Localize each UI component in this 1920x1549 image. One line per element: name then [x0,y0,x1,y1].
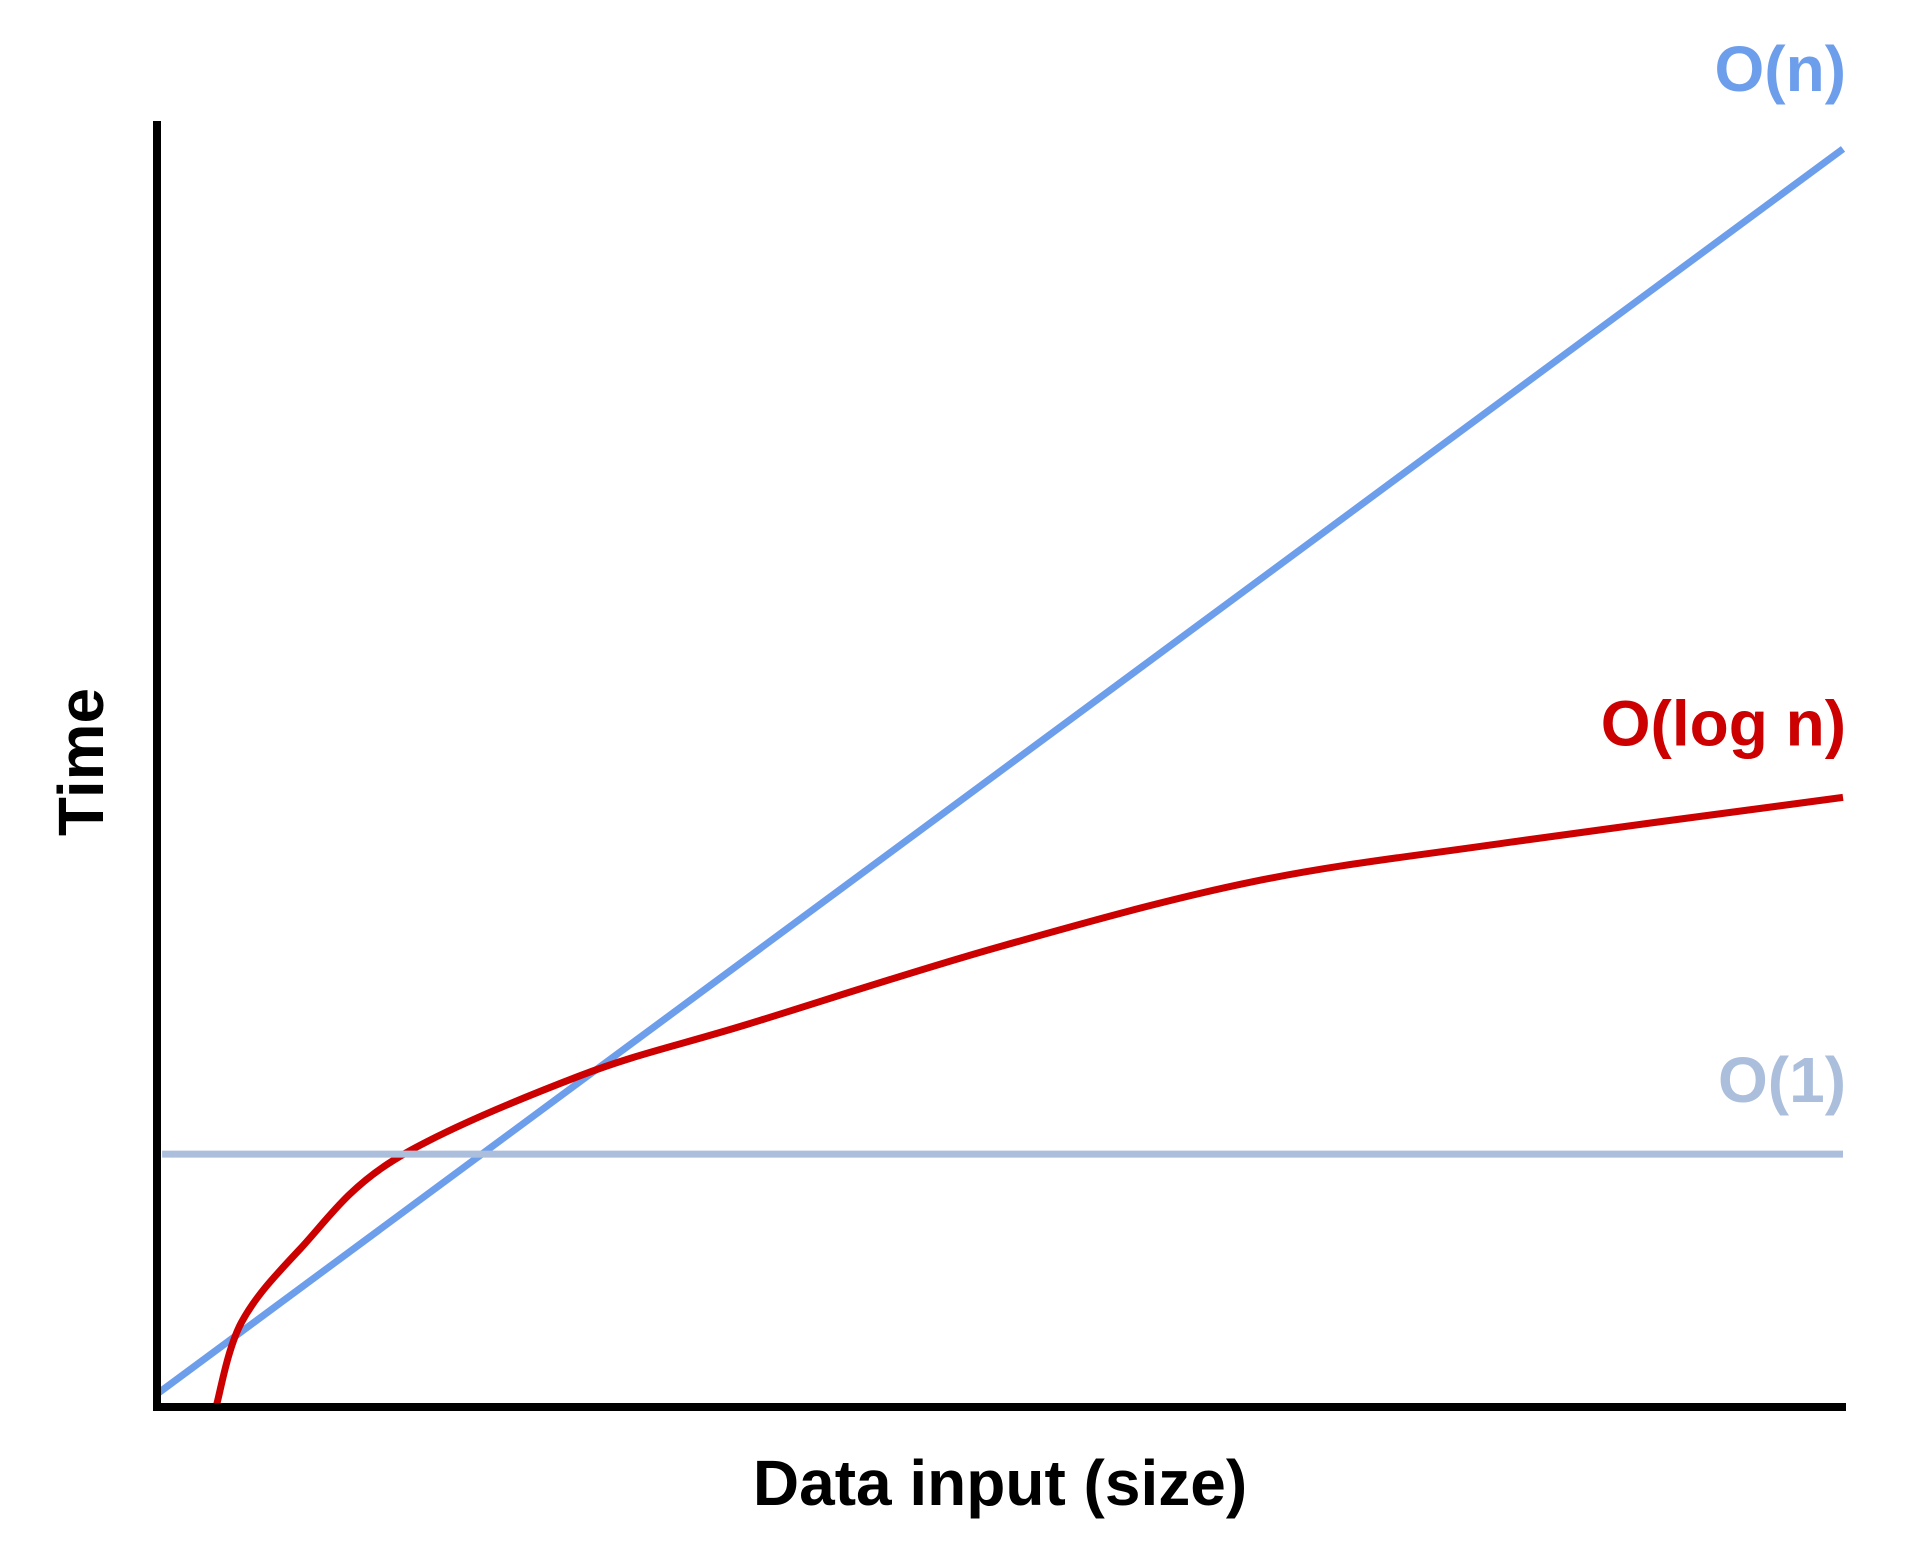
series-label-o-log-n: O(log n) [1601,687,1846,759]
series-label-o-n: O(n) [1715,33,1847,105]
series-line-o-log-n [212,793,1844,1408]
series-layer [154,146,1846,1408]
series-label-o-1: O(1) [1718,1044,1846,1116]
series-line-o-n [154,146,1846,1397]
series-label-layer: O(n) O(log n) O(1) [1601,33,1846,1116]
x-axis-label: Data input (size) [753,1447,1247,1519]
y-axis-label: Time [45,688,117,836]
